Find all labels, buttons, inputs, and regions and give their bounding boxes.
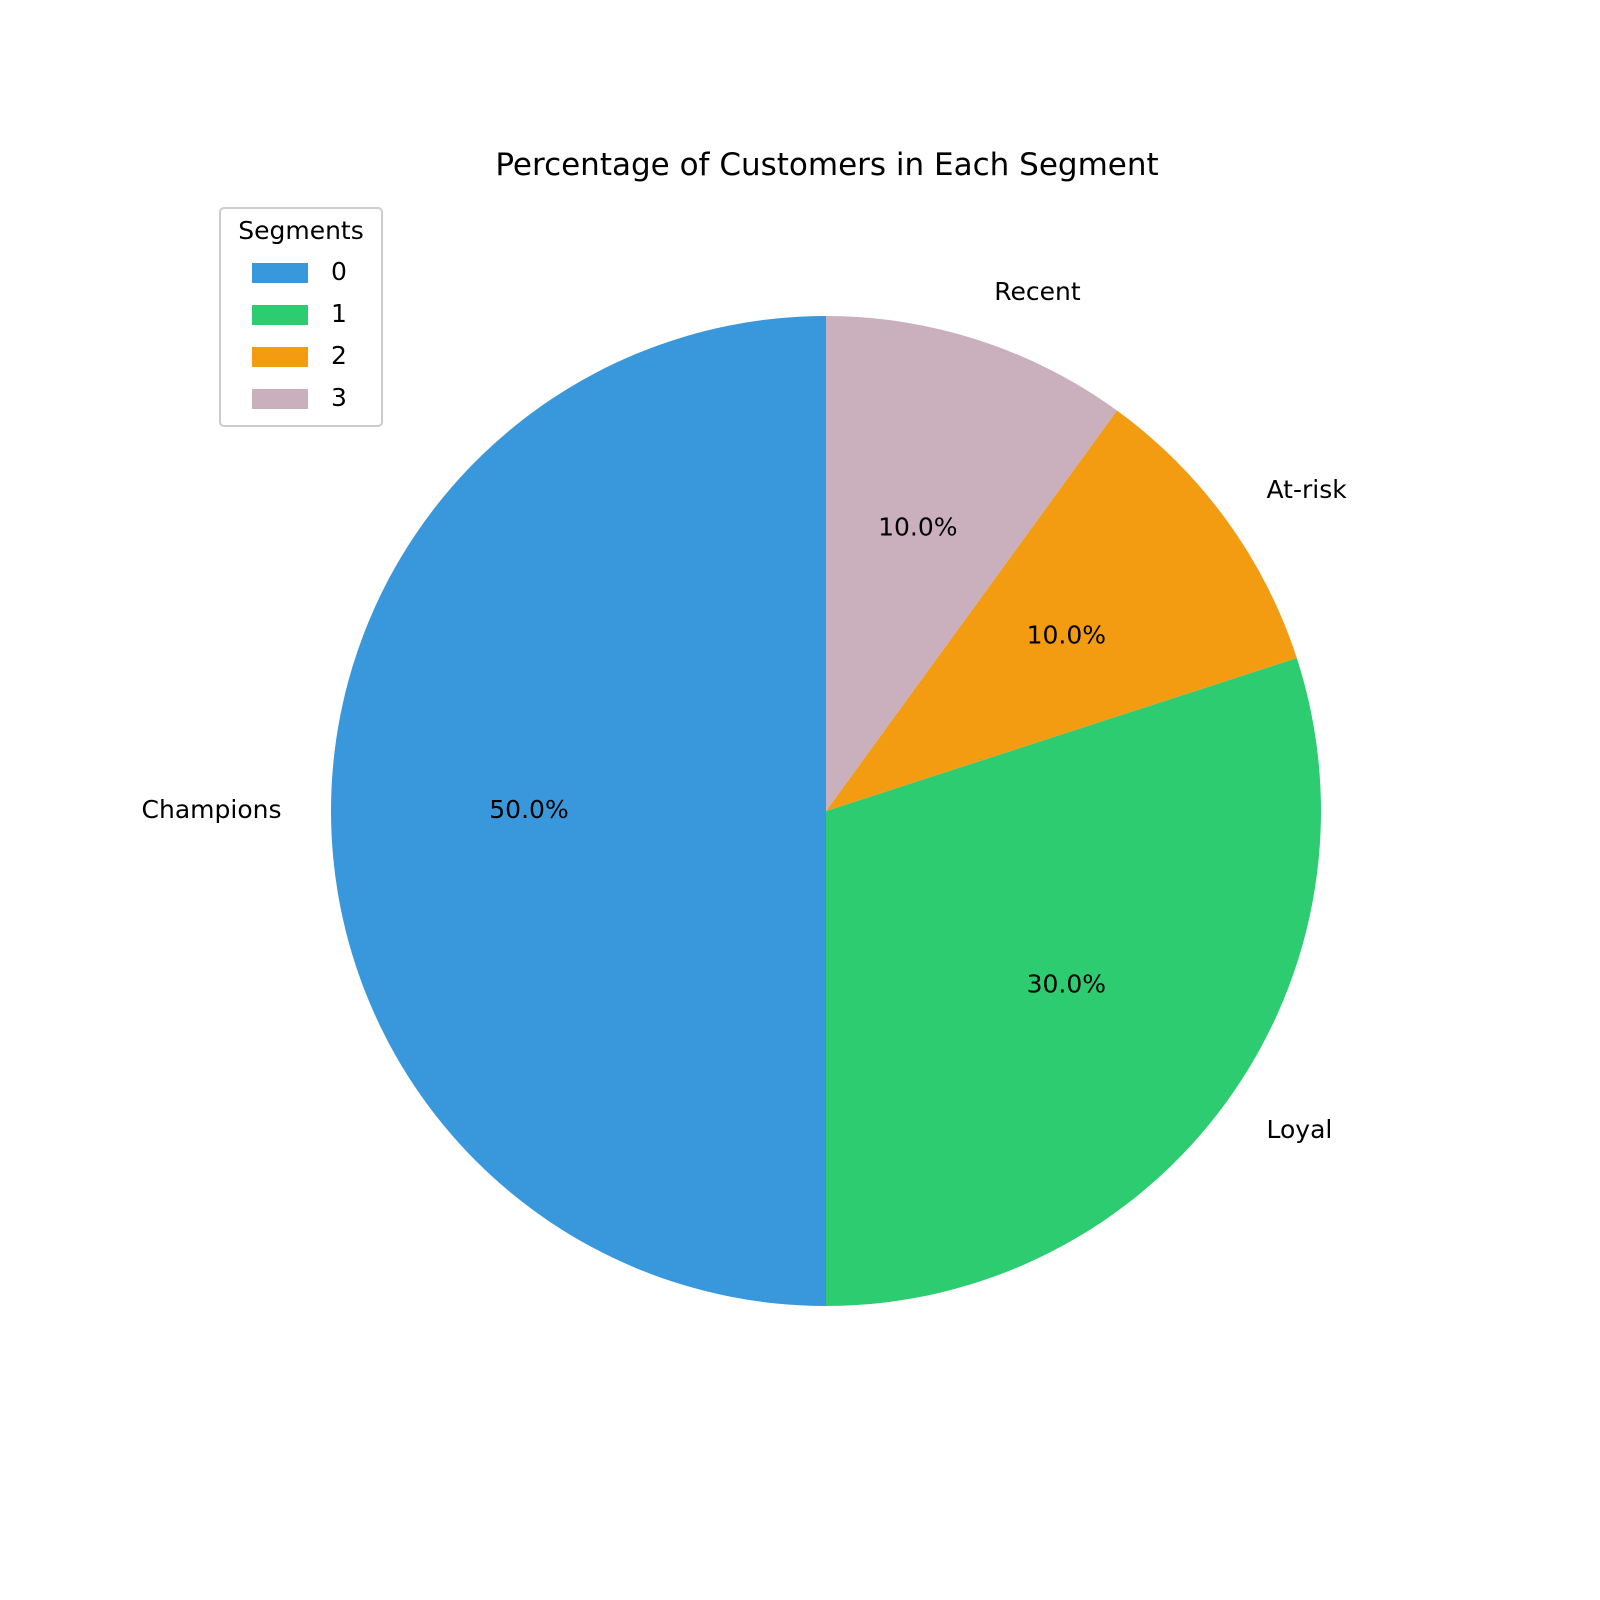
legend-label-1: 1 [331,299,347,328]
percent-label-loyal: 30.0% [1027,970,1106,999]
legend-label-0: 0 [331,257,347,286]
legend-swatch-2 [252,347,308,367]
chart-title: Percentage of Customers in Each Segment [495,147,1158,183]
percent-label-recent: 10.0% [878,513,957,542]
pie-slices [331,316,1321,1306]
legend: Segments 0 1 2 3 [219,207,383,427]
percent-label-at-risk: 10.0% [1027,620,1106,649]
legend-label-2: 2 [331,341,347,370]
legend-entries: 0 1 2 3 [252,257,347,412]
percent-labels: 50.0% 30.0% 10.0% 10.0% [489,513,1106,999]
legend-swatch-1 [252,305,308,325]
legend-swatch-0 [252,263,308,283]
legend-swatch-3 [252,389,308,409]
pie-slice-recent [826,316,1117,811]
category-labels: Champions Loyal At-risk Recent [142,277,1348,1144]
category-label-loyal: Loyal [1267,1115,1333,1144]
pie-slice-champions [331,316,826,1306]
pie-slice-at-risk [826,410,1297,811]
legend-label-3: 3 [331,383,347,412]
category-label-recent: Recent [994,277,1081,306]
category-label-champions: Champions [142,795,282,824]
percent-label-champions: 50.0% [489,795,568,824]
category-label-at-risk: At-risk [1267,475,1348,504]
pie-slice-loyal [826,658,1321,1306]
legend-title: Segments [238,216,364,245]
